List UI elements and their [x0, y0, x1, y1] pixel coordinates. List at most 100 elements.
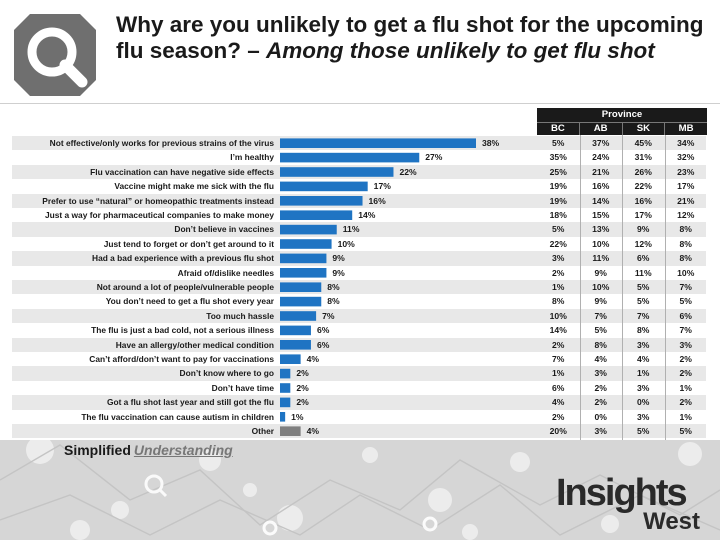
data-label: 9%: [332, 267, 345, 278]
province-cell-ab: 7%: [594, 310, 607, 321]
province-cell-mb: 7%: [679, 282, 692, 292]
province-cell-sk: 1%: [637, 368, 650, 379]
province-cell-ab: 5%: [594, 325, 607, 336]
province-cell-ab: 4%: [594, 354, 607, 364]
province-cell-ab: 3%: [594, 426, 607, 436]
province-cell-sk: 7%: [637, 310, 650, 321]
data-label: 8%: [327, 296, 340, 307]
category-label: Other: [251, 426, 274, 436]
province-cell-ab: 24%: [592, 152, 610, 163]
data-label: 17%: [373, 181, 391, 192]
province-cell-bc: 19%: [549, 181, 567, 192]
data-label: 2%: [296, 382, 309, 393]
insights-west-logo: Insights West: [556, 473, 706, 537]
brand-west: West: [643, 508, 700, 535]
province-cell-mb: 1%: [679, 411, 692, 422]
province-cell-sk: 17%: [634, 210, 652, 220]
data-label: 2%: [296, 368, 309, 379]
title-main: Why are you unlikely to get a flu shot f…: [116, 12, 704, 63]
province-cell-ab: 9%: [594, 296, 607, 307]
footer: Simplified Understanding Insights West: [0, 440, 720, 540]
province-cell-bc: 20%: [549, 426, 567, 436]
province-cell-sk: 12%: [634, 238, 652, 249]
province-cell-bc: 3%: [552, 253, 565, 264]
province-cell-mb: 5%: [679, 296, 692, 307]
province-cell-sk: 3%: [637, 382, 650, 393]
province-cell-mb: 10%: [677, 267, 695, 278]
category-label: The flu is just a bad cold, not a seriou…: [91, 325, 274, 336]
data-label: 14%: [358, 210, 376, 220]
category-label: You don’t need to get a flu shot every y…: [105, 296, 274, 307]
category-label: Not effective/only works for previous st…: [49, 138, 274, 148]
footer-pattern-icon: [0, 440, 720, 540]
table-row: [12, 222, 706, 237]
category-label: Just tend to forget or don’t get around …: [103, 238, 274, 249]
province-cell-mb: 3%: [679, 339, 692, 350]
bar: [280, 397, 291, 408]
title-subtitle: Among those unlikely to get flu shot: [266, 38, 655, 63]
province-cell-ab: 2%: [594, 397, 607, 408]
category-label: Vaccine might make me sick with the flu: [114, 181, 274, 192]
province-cell-bc: 1%: [552, 368, 565, 379]
province-cell-mb: 2%: [679, 397, 692, 408]
table-row: [12, 280, 706, 295]
province-title: Province: [537, 108, 707, 122]
province-cell-bc: 2%: [552, 411, 565, 422]
province-cell-sk: 26%: [634, 166, 652, 177]
province-cell-bc: 8%: [552, 296, 565, 307]
province-cell-mb: 12%: [677, 210, 695, 220]
province-cell-mb: 7%: [679, 325, 692, 336]
province-cell-mb: 2%: [679, 368, 692, 379]
province-cell-sk: 5%: [637, 296, 650, 307]
province-cell-ab: 15%: [592, 210, 610, 220]
province-cell-ab: 14%: [592, 195, 610, 206]
data-label: 38%: [482, 138, 500, 148]
table-row: [12, 395, 706, 410]
province-cell-sk: 3%: [637, 411, 650, 422]
bar: [280, 239, 332, 249]
province-column-divider: [664, 135, 666, 440]
data-label: 11%: [342, 224, 360, 235]
category-label: Not around a lot of people/vulnerable pe…: [96, 282, 274, 292]
bar: [280, 325, 311, 336]
province-cell-sk: 22%: [634, 181, 652, 192]
bar: [280, 268, 327, 278]
table-row: [12, 337, 706, 352]
bar: [280, 167, 394, 177]
category-label: Had a bad experience with a previous flu…: [92, 253, 274, 264]
bar: [280, 311, 317, 321]
province-col-mb: MB: [664, 123, 707, 135]
province-cell-bc: 1%: [552, 282, 565, 292]
category-label: I’m healthy: [230, 152, 274, 163]
province-cell-bc: 4%: [552, 397, 565, 408]
province-cell-mb: 34%: [677, 138, 695, 148]
table-row: [12, 308, 706, 324]
brand-insights: Insights: [556, 472, 688, 514]
bar: [280, 296, 322, 307]
province-columns: BC AB SK MB: [537, 122, 707, 135]
bar: [280, 224, 337, 235]
province-column-divider: [579, 135, 581, 440]
bar: [280, 368, 291, 379]
province-cell-bc: 19%: [549, 195, 567, 206]
bar: [280, 152, 420, 163]
province-cell-sk: 45%: [634, 138, 652, 148]
data-label: 7%: [322, 310, 335, 321]
province-cell-bc: 35%: [549, 152, 567, 163]
bar: [280, 383, 291, 393]
data-label: 2%: [296, 397, 309, 408]
category-label: Have an allergy/other medical condition: [115, 339, 274, 350]
province-cell-ab: 16%: [592, 181, 610, 192]
province-cell-sk: 31%: [634, 152, 652, 163]
province-cell-mb: 5%: [679, 426, 692, 436]
province-col-bc: BC: [550, 123, 565, 134]
category-label: Got a flu shot last year and still got t…: [106, 397, 274, 408]
bar: [280, 354, 301, 364]
data-label: 6%: [316, 325, 330, 336]
category-label: Flu vaccination can have negative side e…: [90, 166, 274, 177]
province-cell-mb: 23%: [677, 166, 695, 177]
header: Why are you unlikely to get a flu shot f…: [0, 0, 720, 104]
province-cell-sk: 11%: [634, 267, 652, 278]
province-cell-sk: 5%: [637, 282, 650, 292]
province-cell-ab: 9%: [594, 267, 607, 278]
